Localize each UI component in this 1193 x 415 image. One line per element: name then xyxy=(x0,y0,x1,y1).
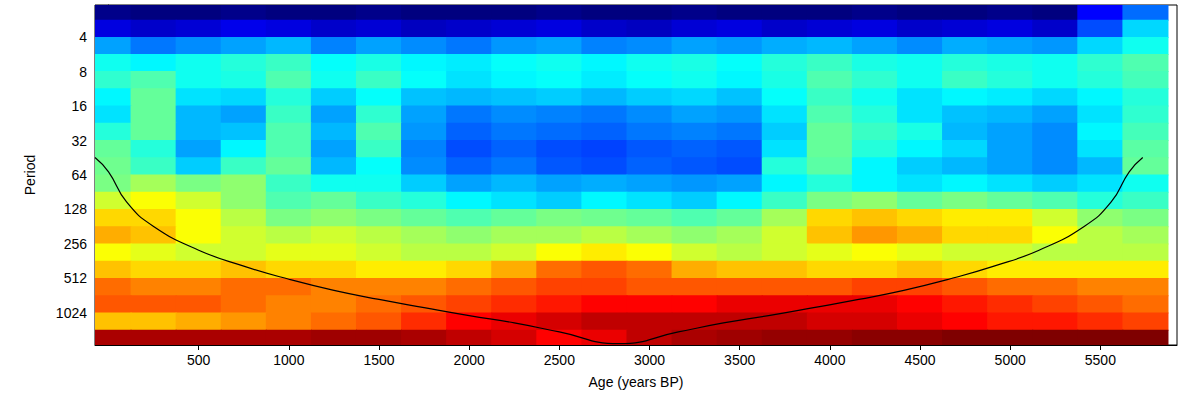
svg-text:Age (years BP): Age (years BP) xyxy=(589,374,684,390)
svg-text:2500: 2500 xyxy=(544,352,575,368)
svg-text:1500: 1500 xyxy=(363,352,394,368)
svg-text:256: 256 xyxy=(64,236,88,252)
svg-text:8: 8 xyxy=(79,64,87,80)
svg-text:4500: 4500 xyxy=(904,352,935,368)
svg-text:1024: 1024 xyxy=(56,305,87,321)
svg-text:3000: 3000 xyxy=(634,352,665,368)
svg-text:16: 16 xyxy=(71,98,87,114)
svg-text:4000: 4000 xyxy=(814,352,845,368)
svg-text:500: 500 xyxy=(187,352,211,368)
svg-text:64: 64 xyxy=(71,167,87,183)
svg-text:1000: 1000 xyxy=(273,352,304,368)
svg-text:128: 128 xyxy=(64,201,88,217)
svg-text:4: 4 xyxy=(79,29,87,45)
svg-text:3500: 3500 xyxy=(724,352,755,368)
svg-text:5500: 5500 xyxy=(1085,352,1116,368)
svg-text:Period: Period xyxy=(22,155,38,195)
svg-text:5000: 5000 xyxy=(995,352,1026,368)
svg-text:32: 32 xyxy=(71,133,87,149)
svg-text:2000: 2000 xyxy=(454,352,485,368)
svg-text:512: 512 xyxy=(64,270,88,286)
